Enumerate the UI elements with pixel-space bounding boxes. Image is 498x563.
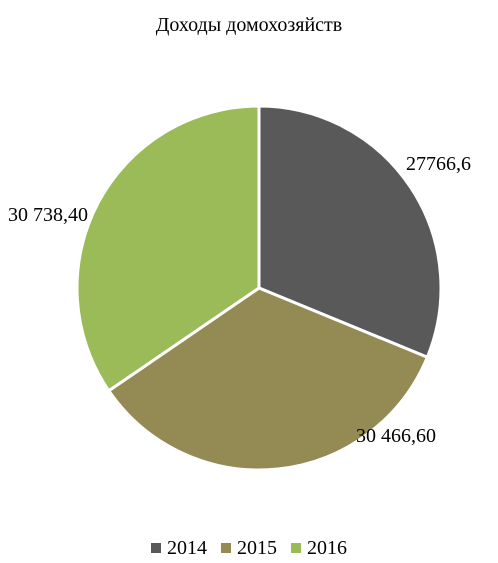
data-label-2015: 30 466,60 (356, 425, 436, 447)
legend-label-2016: 2016 (307, 536, 347, 559)
legend-item-2016: 2016 (291, 537, 347, 560)
legend-label-2014: 2014 (167, 536, 207, 559)
pie-slice-2014 (257, 104, 443, 360)
pie-slice-2015 (106, 286, 430, 472)
legend-swatch-2016 (291, 543, 301, 553)
legend-item-2014: 2014 (151, 537, 207, 560)
data-label-2014: 27766,6 (406, 153, 471, 175)
legend-swatch-2014 (151, 543, 161, 553)
legend-label-2015: 2015 (237, 536, 277, 559)
chart-title: Доходы домохозяйств (155, 14, 343, 36)
legend: 2014 2015 2016 (0, 536, 498, 560)
legend-swatch-2015 (221, 543, 231, 553)
pie-slice-2016 (75, 104, 261, 393)
legend-item-2015: 2015 (221, 537, 277, 560)
data-label-2016: 30 738,40 (8, 204, 88, 226)
